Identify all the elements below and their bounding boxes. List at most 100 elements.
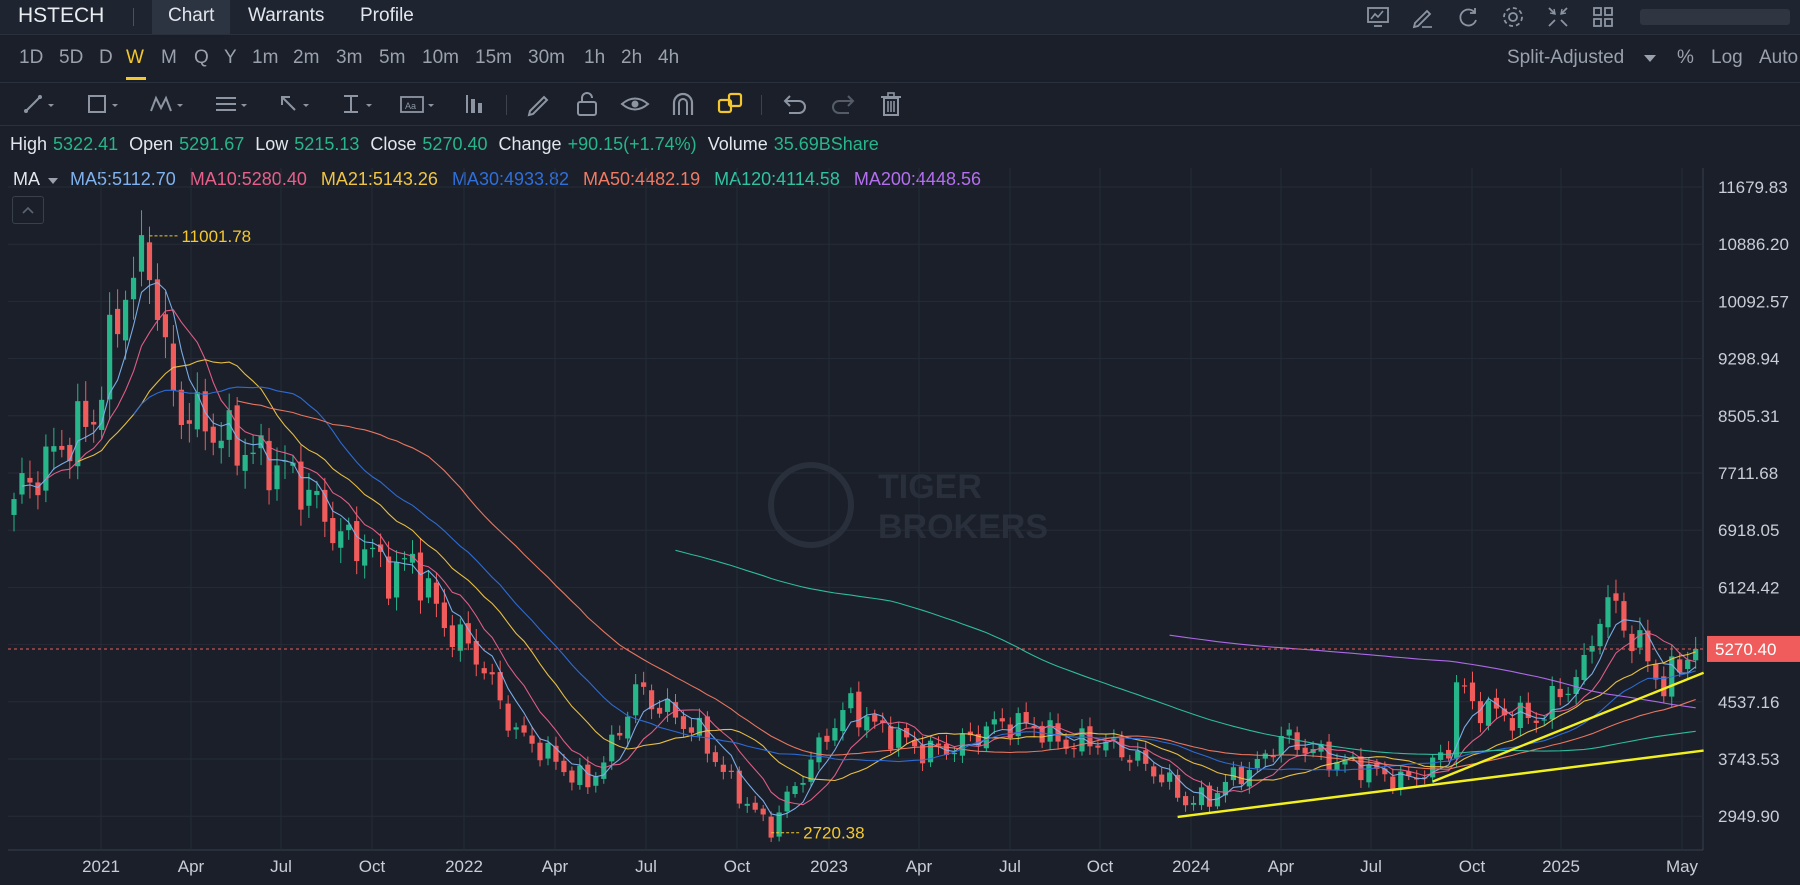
period-2h[interactable]: 2h [621,47,643,68]
candle-body [1677,659,1683,673]
period-y[interactable]: Y [224,47,237,68]
period-5m[interactable]: 5m [379,47,406,68]
candle-body [457,624,463,651]
candle-body [1039,725,1045,743]
candle-body [1302,747,1308,754]
candle-body [449,625,455,648]
unlock-icon[interactable] [568,89,608,119]
candle-body [617,732,623,736]
fullscreen-icon[interactable] [1544,3,1572,31]
log-toggle[interactable]: Log [1711,47,1743,68]
pen-icon[interactable] [520,89,560,119]
candle-body [1238,766,1244,785]
ma-legend-item: MA21:5143.26 [320,169,438,189]
chart-settings-icon[interactable] [1364,3,1392,31]
x-tick-label: Oct [724,857,751,876]
arrow-icon[interactable] [275,89,315,119]
candle-body [728,770,734,772]
candle-body [170,343,176,391]
percent-toggle[interactable]: % [1677,47,1694,68]
candle-body [338,531,344,548]
candle-body [1382,768,1388,775]
tab-profile[interactable]: Profile [360,5,414,26]
indicator-icon[interactable] [459,89,499,119]
period-m[interactable]: M [161,47,177,68]
period-4h[interactable]: 4h [658,47,680,68]
period-1d[interactable]: 1D [19,47,44,68]
auto-toggle[interactable]: Auto [1759,47,1799,68]
pattern-icon[interactable] [148,89,188,119]
candle-body [553,745,559,762]
low-label: Low [255,134,289,154]
gear-icon[interactable] [1499,3,1527,31]
rectangle-icon[interactable] [84,89,124,119]
candle-body [1629,633,1635,652]
fibonacci-icon[interactable] [212,89,252,119]
period-q[interactable]: Q [194,47,209,68]
text-icon[interactable]: Aa [398,89,438,119]
candle-body [545,742,551,759]
candle-body [927,740,934,763]
layout-grid-icon[interactable] [1589,3,1617,31]
candle-body [218,440,224,449]
drawing-toolbar: Aa [0,82,1800,126]
ma-chevron-down-icon[interactable] [48,178,58,185]
candle-body [43,446,49,491]
period-30m[interactable]: 30m [528,47,565,68]
last-price-label: 5270.40 [1715,640,1776,659]
tab-chart[interactable]: Chart [152,0,231,34]
period-1m[interactable]: 1m [252,47,279,68]
period-2m[interactable]: 2m [293,47,320,68]
trash-icon[interactable] [871,89,911,119]
ma-indicator-label[interactable]: MA [13,169,40,189]
measure-icon[interactable] [338,89,378,119]
magnet-icon[interactable] [664,89,704,119]
candle-body [1501,708,1507,716]
candle-body [393,562,400,598]
period-10m[interactable]: 10m [422,47,459,68]
candle-body [1390,776,1396,790]
candle-body [481,668,487,674]
undo-icon[interactable] [775,89,815,119]
account-name-blurred[interactable] [1640,9,1790,25]
candle-body [1453,682,1460,759]
redo-icon[interactable] [823,89,863,119]
close-label: Close [370,134,417,154]
candle-body [904,728,910,738]
chevron-down-icon[interactable] [1644,55,1656,63]
top-bar: HSTECH Chart Warrants Profile [0,0,1800,35]
candle-body [856,691,862,728]
candle-body [1406,771,1412,776]
tab-warrants[interactable]: Warrants [248,5,325,26]
candle-body [569,770,575,783]
edit-icon[interactable] [1409,3,1437,31]
high-label: High [10,134,48,154]
period-w[interactable]: W [126,47,144,68]
refresh-icon[interactable] [1454,3,1482,31]
candle-body [537,742,543,761]
open-label: Open [129,134,174,154]
link-icon[interactable] [712,89,752,119]
candle-body [1047,720,1053,742]
candle-body [322,489,328,522]
candle-body [744,803,750,806]
period-15m[interactable]: 15m [475,47,512,68]
svg-text:Aa: Aa [405,101,416,111]
y-tick-label: 3743.53 [1718,750,1779,769]
trendline-icon[interactable] [20,89,60,119]
candle-body [609,734,615,762]
candle-body [601,762,607,779]
collapse-legend-button[interactable] [12,196,44,224]
adjust-select[interactable]: Split-Adjusted [1507,47,1625,68]
period-3m[interactable]: 3m [336,47,363,68]
period-1h[interactable]: 1h [584,47,606,68]
candle-body [1398,771,1404,788]
candle-body [625,716,631,739]
period-d[interactable]: D [99,47,113,68]
x-tick-label: Apr [178,857,205,876]
candle-body [186,420,192,424]
ma-line-ma50 [237,400,1696,770]
eye-icon[interactable] [616,89,656,119]
period-5d[interactable]: 5D [59,47,84,68]
